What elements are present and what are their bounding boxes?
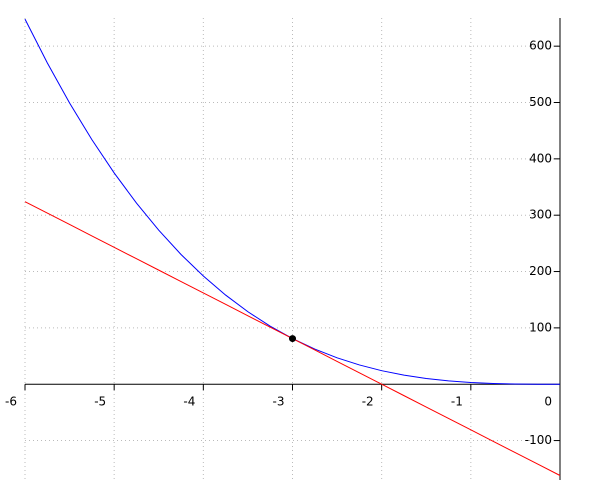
curve: [24, 18, 561, 385]
x-tick-label: 0: [544, 395, 552, 409]
x-tick-label: -4: [183, 395, 195, 409]
y-tick-label: 600: [529, 39, 552, 53]
y-tick-label: 200: [529, 264, 552, 278]
x-tick-label: -5: [94, 395, 106, 409]
x-tick-label: -2: [362, 395, 374, 409]
y-tick-label: 100: [529, 320, 552, 334]
y-tick-label: 400: [529, 151, 552, 165]
x-tick-label: -3: [273, 395, 285, 409]
y-tick-label: -100: [525, 433, 552, 447]
y-tick-label: 500: [529, 95, 552, 109]
x-tick-label: -1: [451, 395, 463, 409]
x-tick-label: -6: [5, 395, 17, 409]
y-tick-label: 300: [529, 208, 552, 222]
point: [289, 335, 296, 343]
